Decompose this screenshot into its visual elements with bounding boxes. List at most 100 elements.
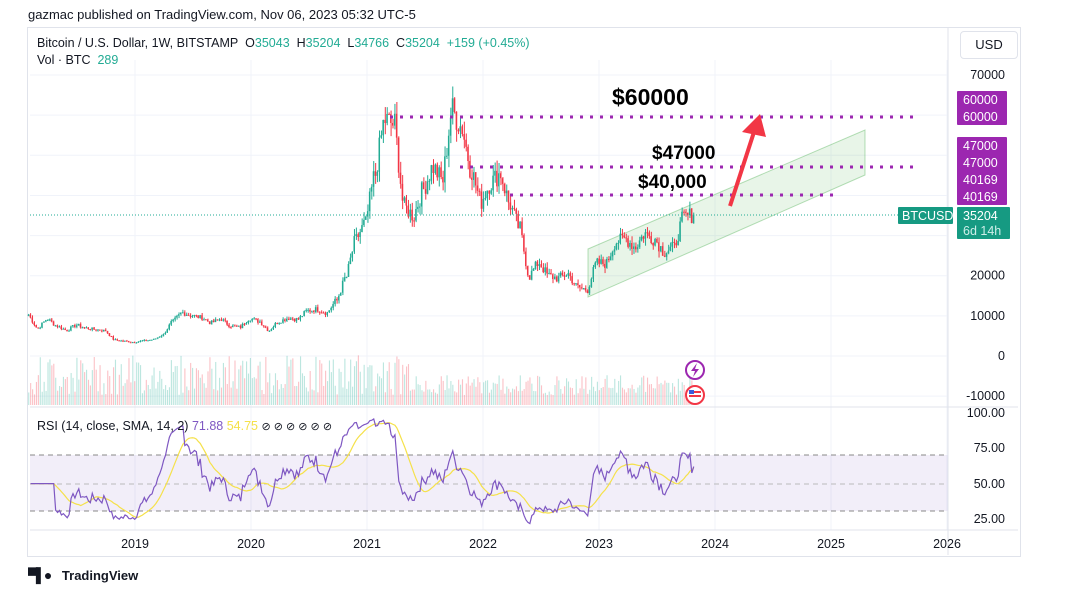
volume-bar	[512, 388, 514, 405]
lightning-icon[interactable]	[685, 360, 705, 380]
volume-bar	[571, 388, 573, 405]
candle-body	[453, 98, 456, 112]
volume-bar	[546, 394, 548, 405]
volume-bar	[348, 381, 350, 405]
candle-body	[276, 323, 278, 325]
candle-body	[336, 298, 338, 301]
volume-bar	[336, 394, 338, 405]
candle-body	[185, 314, 188, 316]
volume-bar	[51, 365, 53, 405]
candle-body	[201, 315, 203, 320]
tag-40169-b: 40169	[963, 190, 998, 204]
candle-body	[486, 190, 488, 199]
volume-bar	[114, 359, 117, 405]
volume-bar	[645, 391, 647, 405]
candle-body	[205, 319, 207, 321]
symbol-title[interactable]: Bitcoin / U.S. Dollar, 1W, BITSTAMP	[37, 36, 239, 50]
volume-bar	[163, 389, 165, 405]
volume-bar	[326, 381, 329, 405]
volume-bar	[396, 356, 398, 405]
volume-bar	[62, 376, 64, 405]
volume-bar	[93, 357, 95, 405]
candles	[27, 86, 695, 344]
candle-body	[415, 208, 417, 221]
candle-body	[60, 326, 62, 330]
candle-body	[262, 325, 265, 327]
volume-bar	[107, 370, 109, 405]
volume-bar	[515, 386, 518, 405]
volume-bar	[421, 390, 423, 405]
candle-body	[220, 319, 222, 321]
volume-bar	[284, 384, 286, 405]
candle-body	[584, 288, 587, 291]
candle-body	[517, 213, 519, 229]
candle-body	[178, 314, 180, 316]
volume-bar	[190, 362, 192, 405]
candle-body	[366, 211, 369, 217]
volume-bar	[109, 376, 111, 405]
candle-body	[291, 318, 294, 320]
volume-bar	[207, 371, 209, 405]
volume-bar	[228, 356, 230, 405]
volume-bar	[238, 369, 240, 405]
currency-button[interactable]: USD	[960, 31, 1018, 59]
volume-bar	[82, 363, 84, 405]
volume-bar	[423, 391, 425, 405]
chart-frame	[27, 27, 1021, 557]
candle-body	[480, 191, 483, 209]
candle-body	[525, 251, 527, 267]
volume-bar	[282, 387, 284, 405]
candle-body	[681, 211, 683, 222]
volume-bar	[53, 363, 55, 405]
volume-bar	[147, 384, 149, 405]
candle-body	[181, 312, 184, 314]
candle-body	[586, 290, 589, 294]
volume-bar	[213, 389, 215, 405]
candle-body	[428, 180, 431, 182]
volume-bar	[502, 378, 504, 405]
candle-body	[669, 246, 672, 251]
volume-bar	[668, 382, 670, 405]
candle-body	[675, 242, 677, 246]
candle-body	[170, 321, 172, 325]
volume-bar	[583, 388, 585, 405]
volume-bar	[544, 392, 546, 405]
volume-bar	[388, 362, 390, 405]
candle-body	[561, 272, 564, 276]
volume-bar	[629, 388, 631, 405]
volume-bar	[465, 383, 467, 405]
volume-label[interactable]: Vol · BTC	[37, 53, 91, 67]
volume-bar	[309, 370, 311, 405]
volume-bar	[371, 365, 373, 405]
volume-bar	[301, 373, 304, 405]
candle-body	[124, 340, 126, 342]
volume-bar	[174, 366, 176, 405]
volume-bar	[211, 368, 213, 405]
volume-bar	[122, 385, 124, 405]
candle-body	[93, 327, 95, 330]
candle-body	[499, 173, 502, 179]
candle-body	[582, 288, 585, 290]
candle-body	[341, 280, 344, 293]
tradingview-logo[interactable]: ▀▌● TradingView	[28, 567, 138, 583]
candle-body	[297, 318, 300, 320]
volume-bar	[45, 390, 47, 405]
volume-bar	[452, 384, 454, 405]
rsi-label[interactable]: RSI (14, close, SMA, 14, 2)	[37, 419, 189, 433]
candle-body	[640, 236, 643, 241]
candle-body	[112, 336, 114, 340]
volume-bar	[257, 365, 259, 405]
volume-bar	[32, 389, 34, 405]
candle-body	[604, 263, 606, 268]
volume-bar	[409, 390, 411, 405]
candle-body	[540, 264, 542, 268]
candle-body	[156, 337, 159, 339]
candle-body	[127, 341, 130, 343]
candle-body	[27, 314, 30, 316]
volume-bar	[168, 387, 171, 405]
candle-body	[214, 319, 217, 323]
us-flag-icon[interactable]	[685, 385, 705, 405]
candle-body	[534, 261, 537, 269]
candle-body	[239, 325, 242, 329]
